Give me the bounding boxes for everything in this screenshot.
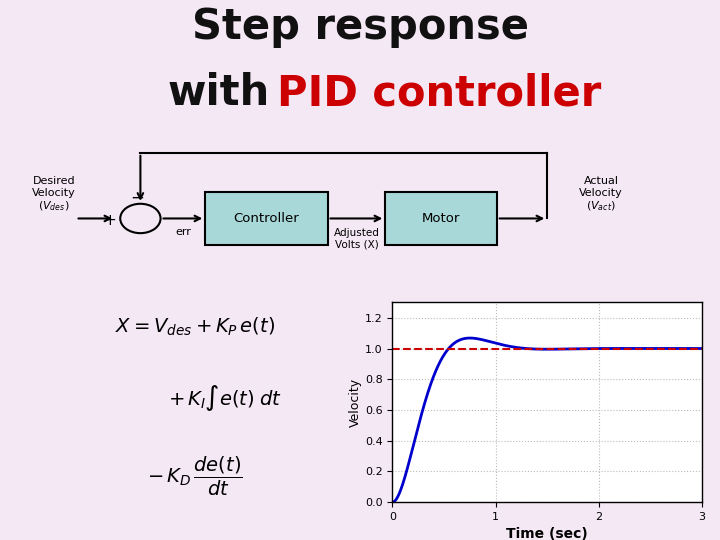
Text: Controller: Controller: [233, 212, 300, 225]
Y-axis label: Velocity: Velocity: [349, 378, 362, 427]
Text: $X = V_{des}  +  K_P \, e(t)$: $X = V_{des} + K_P \, e(t)$: [114, 315, 275, 338]
Text: Adjusted
Volts (X): Adjusted Volts (X): [333, 228, 379, 249]
Text: Motor: Motor: [422, 212, 460, 225]
Text: PID controller: PID controller: [277, 72, 601, 114]
Text: Actual
Velocity
$(V_{act})$: Actual Velocity $(V_{act})$: [580, 176, 623, 213]
FancyBboxPatch shape: [385, 192, 497, 245]
Text: Step response: Step response: [192, 6, 528, 48]
Text: with: with: [168, 72, 270, 114]
Text: err: err: [175, 227, 191, 237]
Text: −: −: [130, 188, 144, 206]
X-axis label: Time (sec): Time (sec): [506, 528, 588, 540]
Text: Desired
Velocity
$(V_{des})$: Desired Velocity $(V_{des})$: [32, 176, 76, 213]
Text: +: +: [103, 213, 116, 228]
Text: $+ \, K_I \int e(t) \; dt$: $+ \, K_I \int e(t) \; dt$: [168, 383, 282, 413]
Text: $- \, K_D \, \dfrac{de(t)}{dt}$: $- \, K_D \, \dfrac{de(t)}{dt}$: [147, 455, 243, 498]
FancyBboxPatch shape: [205, 192, 328, 245]
